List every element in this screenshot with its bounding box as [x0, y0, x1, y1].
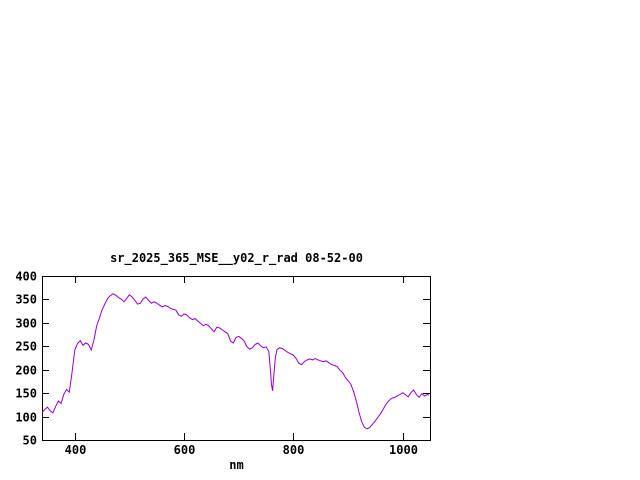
x-tick-label: 1000: [389, 443, 418, 457]
x-axis-label: nm: [229, 458, 244, 472]
x-tick-label: 800: [283, 443, 305, 457]
x-tick-label: 600: [174, 443, 196, 457]
y-tick-label: 150: [15, 387, 37, 401]
y-tick-label: 350: [15, 293, 37, 307]
chart-title: sr_2025_365_MSE__y02_r_rad 08-52-00: [110, 251, 363, 265]
plot-border: [42, 276, 431, 441]
spectrum-curve: [41, 293, 430, 430]
y-tick-label: 400: [15, 270, 37, 284]
y-tick-label: 200: [15, 364, 37, 378]
y-tick-label: 100: [15, 411, 37, 425]
y-tick-label: 250: [15, 340, 37, 354]
x-tick-label: 400: [65, 443, 87, 457]
y-tick-label: 300: [15, 317, 37, 331]
y-tick-label: 50: [23, 434, 37, 448]
